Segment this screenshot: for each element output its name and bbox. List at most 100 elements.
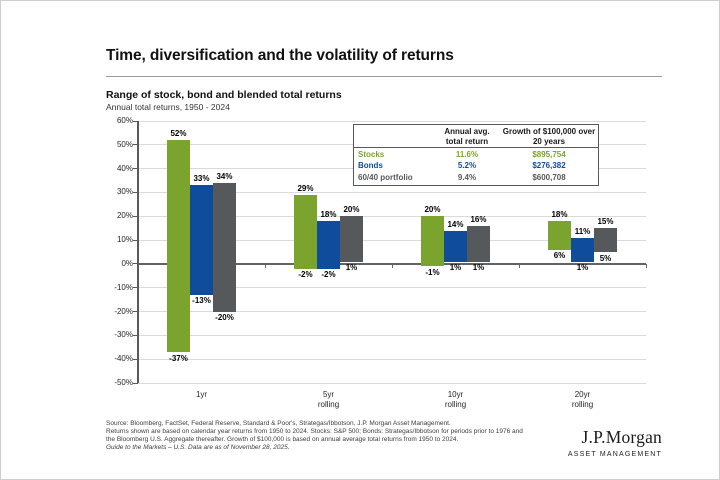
bar-60-40-portfolio-20yr [594,228,617,252]
y-axis-label: 20% [116,211,133,221]
gridline [138,120,646,122]
asset-management-label: ASSET MANAGEMENT [567,451,662,458]
table-row-stocks: Stocks 11.6% $895,754 [354,149,598,160]
y-axis-label: -40% [114,354,133,364]
source-note: Source: Bloomberg, FactSet, Federal Rese… [106,420,586,452]
bar-min-label: -2% [321,270,336,280]
annual-return-value: 5.2% [457,161,477,171]
bar-max-label: 16% [470,214,487,224]
chart-subheading: Annual total returns, 1950 - 2024 [106,102,230,112]
growth-value: $600,708 [532,172,566,182]
bar-min-label: -13% [192,296,211,306]
y-axis-tick [133,334,138,336]
y-axis-tick [133,191,138,193]
y-axis-tick [133,358,138,360]
bar-min-label: 6% [553,251,566,261]
summary-table-body: Stocks 11.6% $895,754 Bonds 5.2% $276,38… [354,148,598,185]
y-axis-label: 60% [116,116,133,125]
bar-min-label: -20% [215,313,234,323]
range-bar-chart: 60% 50% 40% 30% 20% 10% 0% -10% -20% -30% -40% -50%… [114,116,647,409]
chart-heading: Range of stock, bond and blended total r… [106,89,342,101]
y-axis-label: 50% [116,139,133,149]
bar-min-label: 5% [599,253,612,263]
x-axis-label: 5yr rolling [317,390,340,409]
jpmorgan-wordmark: J.P.Morgan [581,427,662,447]
y-axis-tick [133,382,138,384]
annual-return-value: 9.4% [457,172,477,182]
gridline [138,191,646,193]
bar-stocks-20yr [548,221,571,250]
gridline [138,334,646,336]
y-axis-label: 10% [116,235,133,245]
category-tick [264,263,266,268]
source-line: Returns shown are based on calendar year… [106,428,523,436]
bar-60-40-portfolio-5yr [340,216,363,262]
y-axis-label: -10% [114,282,133,292]
bar-max-label: 33% [193,174,210,184]
y-axis-label: -50% [114,378,133,387]
bar-max-label: 11% [574,226,591,236]
bar-bonds-10yr [444,230,467,262]
y-axis-tick [133,168,138,170]
bar-min-label: 1% [449,263,462,273]
bar-max-label: 52% [170,129,187,139]
gridline [138,239,646,241]
bar-stocks-10yr [421,216,444,267]
table-row-60-40-portfolio: 60/40 portfolio 9.4% $600,708 [354,172,598,183]
row-label: 60/40 portfolio [358,172,413,182]
col-header-annual-return: Annual avg. total return [444,127,490,146]
bar-60-40-portfolio-1yr [213,182,236,312]
y-axis-tick [133,144,138,146]
bar-min-label: 1% [345,263,358,273]
page-title: Time, diversification and the volatility… [106,47,454,64]
source-line: Source: Bloomberg, FactSet, Federal Rese… [106,420,451,427]
y-axis-tick [133,263,138,265]
summary-table: Annual avg. total return Growth of $100,… [353,124,599,186]
title-divider [106,76,662,77]
y-axis-tick [133,287,138,289]
bar-max-label: 20% [343,205,360,215]
bar-stocks-1yr [167,140,190,353]
row-label: Stocks [358,150,385,160]
bar-min-label: 1% [576,263,589,273]
bar-stocks-5yr [294,194,317,269]
bar-max-label: 34% [216,171,233,181]
bar-min-label: 1% [472,263,485,273]
gridline [138,311,646,313]
bar-max-label: 15% [597,217,614,227]
bar-min-label: -2% [298,270,313,280]
bar-max-label: 18% [320,210,337,220]
annual-return-value: 11.6% [455,150,479,160]
source-line: the Bloomberg U.S. Aggregate thereafter.… [106,436,459,444]
y-axis-tick [133,215,138,217]
bar-bonds-5yr [317,221,340,269]
y-axis-tick [133,239,138,241]
y-axis-label: -30% [114,330,133,340]
y-axis-line [137,121,139,383]
y-axis-label: -20% [114,306,133,316]
table-row-bonds: Bonds 5.2% $276,382 [354,160,598,171]
gridline [138,382,646,384]
gridline [138,287,646,289]
bar-max-label: 29% [297,183,314,193]
summary-table-header: Annual avg. total return Growth of $100,… [354,125,598,149]
bar-60-40-portfolio-10yr [467,225,490,262]
bar-max-label: 14% [447,219,464,229]
y-axis-tick [133,120,138,122]
jpmorgan-logo: J.P.Morgan ASSET MANAGEMENT [568,427,662,458]
col-header-growth: Growth of $100,000 over 20 years [502,127,596,146]
x-axis-label: 10yr rolling [444,390,467,409]
gridline [138,358,646,360]
category-tick [391,263,393,268]
y-axis-label: 40% [116,163,133,173]
bar-min-label: -37% [169,353,188,363]
source-line-gtm: Guide to the Markets – U.S. Data are as … [106,444,290,452]
bar-bonds-1yr [190,185,213,295]
bar-max-label: 18% [551,210,568,220]
y-axis-tick [133,311,138,313]
bar-bonds-20yr [571,237,594,262]
x-axis-label: 1yr [195,390,208,399]
growth-value: $276,382 [532,161,566,171]
col-header-empty [354,127,432,146]
